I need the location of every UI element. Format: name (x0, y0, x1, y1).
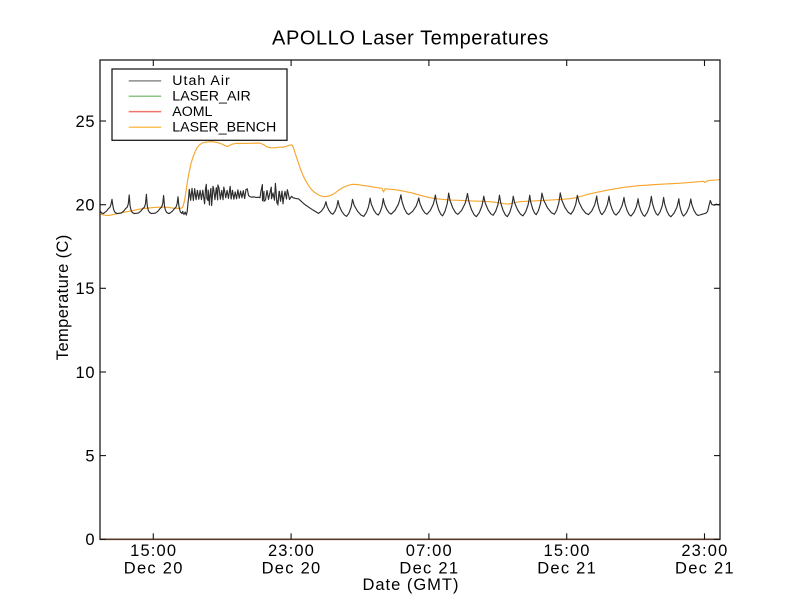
svg-text:5: 5 (85, 447, 95, 465)
svg-text:Utah Air: Utah Air (172, 73, 230, 89)
svg-text:10: 10 (76, 364, 96, 382)
svg-text:LASER_BENCH: LASER_BENCH (172, 119, 276, 135)
svg-text:Dec 21: Dec 21 (399, 560, 458, 578)
svg-text:APOLLO Laser Temperatures: APOLLO Laser Temperatures (272, 27, 549, 49)
svg-text:Dec 21: Dec 21 (675, 560, 734, 578)
svg-text:Dec 20: Dec 20 (124, 560, 183, 578)
svg-text:Dec 20: Dec 20 (262, 560, 321, 578)
svg-text:Date (GMT): Date (GMT) (362, 576, 459, 594)
svg-text:23:00: 23:00 (681, 542, 727, 560)
svg-text:LASER_AIR: LASER_AIR (172, 89, 251, 105)
svg-text:23:00: 23:00 (268, 542, 314, 560)
svg-text:Temperature (C): Temperature (C) (54, 234, 72, 360)
svg-text:15:00: 15:00 (130, 542, 176, 560)
svg-text:AOML: AOML (172, 104, 213, 120)
svg-text:0: 0 (85, 531, 95, 549)
svg-text:Dec 21: Dec 21 (537, 560, 596, 578)
svg-text:25: 25 (76, 113, 96, 131)
svg-text:15:00: 15:00 (544, 542, 590, 560)
svg-text:15: 15 (76, 280, 96, 298)
svg-text:20: 20 (76, 197, 96, 215)
svg-text:07:00: 07:00 (406, 542, 452, 560)
